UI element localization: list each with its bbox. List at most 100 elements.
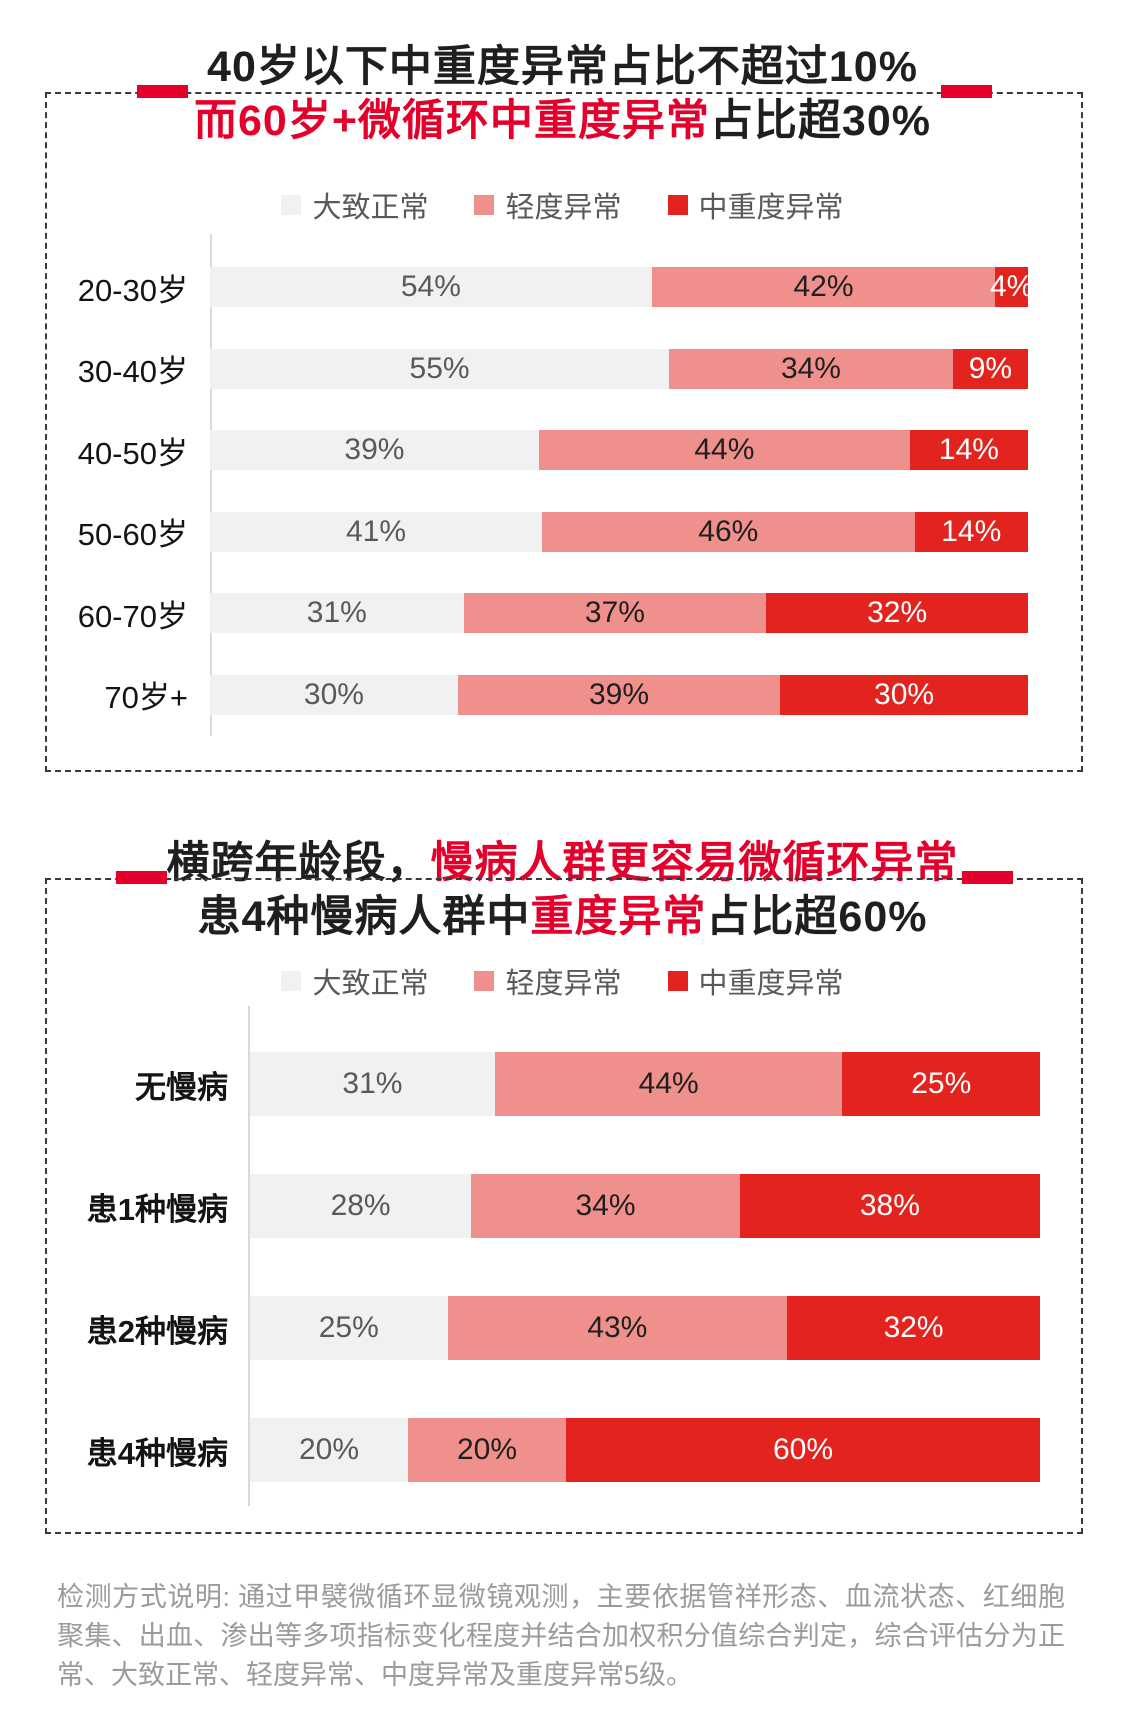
value-label: 44% xyxy=(694,433,755,466)
stacked-bar: 39% 44% 14% xyxy=(210,430,1028,470)
legend-swatch-mild xyxy=(474,195,495,215)
section1-panel-border xyxy=(45,92,1083,772)
value-label: 25% xyxy=(911,1067,972,1100)
value-label: 14% xyxy=(941,514,1002,548)
segment-severe: 38% xyxy=(739,1174,1040,1238)
value-label: 30% xyxy=(874,677,935,711)
accent-bar-mid-right xyxy=(962,871,1013,884)
segment-normal: 31% xyxy=(210,593,464,633)
segment-mild: 43% xyxy=(447,1296,788,1360)
accent-bar-mid-left xyxy=(116,871,167,884)
section2-title-line2-red: 重度异常 xyxy=(530,893,707,941)
segment-severe: 60% xyxy=(566,1418,1040,1482)
value-label: 42% xyxy=(793,270,854,303)
category-label: 50-60岁 xyxy=(77,517,188,552)
section2-title-line2-black1: 患4种慢病人群中 xyxy=(197,893,531,941)
chart-row-无慢病: 无慢病 31% 44% 25% xyxy=(62,1052,1040,1116)
value-label: 39% xyxy=(344,433,405,466)
section2-title-line2-black2: 占比超60% xyxy=(706,893,928,941)
value-label: 43% xyxy=(587,1311,648,1344)
chart-row-患2种慢病: 患2种慢病 25% 43% 32% xyxy=(62,1296,1040,1360)
segment-severe: 14% xyxy=(914,511,1028,552)
category-label: 20-30岁 xyxy=(77,272,188,308)
category-label: 60-70岁 xyxy=(77,598,188,634)
legend-swatch-mild xyxy=(474,971,495,991)
legend-swatch-severe xyxy=(667,195,688,215)
stacked-bar: 28% 34% 38% xyxy=(250,1174,1040,1238)
legend-item-mild: 轻度异常 xyxy=(474,184,622,226)
value-label: 4% xyxy=(989,270,1034,303)
section1-title-line2-red: 而60岁+微循环中重度异常 xyxy=(193,97,710,145)
category-label: 40-50岁 xyxy=(77,435,188,471)
category-label: 70岁+ xyxy=(104,680,188,715)
section2-axis-line xyxy=(248,1006,250,1506)
segment-severe: 25% xyxy=(842,1052,1040,1116)
value-label: 30% xyxy=(303,677,364,711)
section2-title-line2: 患4种慢病人群中重度异常占比超60% xyxy=(0,890,1125,944)
segment-mild: 20% xyxy=(408,1418,566,1482)
segment-severe: 30% xyxy=(780,674,1028,715)
section1-axis-line xyxy=(210,234,212,736)
value-label: 46% xyxy=(698,514,759,548)
value-label: 37% xyxy=(584,596,645,629)
stacked-bar: 31% 44% 25% xyxy=(250,1052,1040,1116)
segment-mild: 44% xyxy=(494,1052,843,1116)
segment-severe: 32% xyxy=(787,1296,1040,1360)
value-label: 41% xyxy=(346,514,407,548)
stacked-bar: 55% 34% 9% xyxy=(210,348,1028,389)
stacked-bar: 30% 39% 30% xyxy=(210,674,1028,715)
stacked-bar: 41% 46% 14% xyxy=(210,511,1028,552)
segment-normal: 28% xyxy=(250,1174,472,1238)
segment-mild: 37% xyxy=(463,593,767,633)
category-label: 患4种慢病 xyxy=(86,1435,228,1471)
segment-normal: 25% xyxy=(250,1296,448,1360)
value-label: 34% xyxy=(575,1189,636,1222)
value-label: 20% xyxy=(456,1433,518,1466)
stacked-bar: 54% 42% 4% xyxy=(210,267,1033,307)
section1-title-line2: 而60岁+微循环中重度异常占比超30% xyxy=(0,94,1125,148)
legend-item-severe: 中重度异常 xyxy=(667,960,844,1002)
section1-title: 40岁以下中重度异常占比不超过10% 而60岁+微循环中重度异常占比超30% xyxy=(0,40,1125,148)
section1-title-line2-black: 占比超30% xyxy=(709,97,932,145)
segment-mild: 39% xyxy=(457,674,781,715)
segment-normal: 20% xyxy=(250,1418,408,1482)
value-label: 20% xyxy=(298,1433,360,1466)
legend-item-normal: 大致正常 xyxy=(281,184,428,226)
legend-swatch-severe xyxy=(667,971,688,991)
segment-normal: 41% xyxy=(210,511,543,552)
chart-row-患4种慢病: 患4种慢病 20% 20% 60% xyxy=(62,1418,1040,1482)
value-label: 31% xyxy=(342,1067,403,1100)
legend-swatch-normal xyxy=(281,195,302,215)
chart-row-30-40岁: 30-40岁 55% 34% 9% xyxy=(62,348,1028,389)
segment-severe: 4% xyxy=(990,267,1033,307)
value-label: 54% xyxy=(400,270,461,303)
value-label: 32% xyxy=(867,596,928,629)
legend-label-severe: 中重度异常 xyxy=(698,968,844,1000)
segment-mild: 34% xyxy=(471,1174,740,1238)
legend-label-normal: 大致正常 xyxy=(312,968,429,1000)
chart-row-20-30岁: 20-30岁 54% 42% 4% xyxy=(62,267,1033,308)
section1-title-line1: 40岁以下中重度异常占比不超过10% xyxy=(207,43,918,91)
section1-legend: 大致正常 轻度异常 中重度异常 xyxy=(0,184,1125,226)
segment-mild: 44% xyxy=(538,430,910,470)
section2-legend: 大致正常 轻度异常 中重度异常 xyxy=(0,960,1125,1002)
stacked-bar: 31% 37% 32% xyxy=(210,593,1028,633)
accent-bar-top-left xyxy=(137,85,188,98)
value-label: 14% xyxy=(938,433,999,466)
value-label: 32% xyxy=(883,1311,944,1344)
segment-mild: 46% xyxy=(542,511,915,552)
value-label: 28% xyxy=(330,1189,391,1222)
stacked-bar: 20% 20% 60% xyxy=(250,1418,1040,1482)
value-label: 60% xyxy=(772,1433,834,1466)
method-note: 检测方式说明: 通过甲襞微循环显微镜观测，主要依据管祥形态、血流状态、红细胞聚集… xyxy=(57,1582,1065,1690)
legend-item-normal: 大致正常 xyxy=(281,960,428,1002)
legend-label-severe: 中重度异常 xyxy=(698,192,844,224)
chart-row-患1种慢病: 患1种慢病 28% 34% 38% xyxy=(62,1174,1040,1238)
segment-mild: 42% xyxy=(651,267,996,307)
segment-normal: 54% xyxy=(210,267,652,307)
value-label: 38% xyxy=(859,1189,920,1222)
legend-label-mild: 轻度异常 xyxy=(505,192,622,224)
legend-label-mild: 轻度异常 xyxy=(505,968,622,1000)
accent-bar-top-right xyxy=(941,85,992,98)
chart-row-60-70岁: 60-70岁 31% 37% 32% xyxy=(62,593,1028,634)
